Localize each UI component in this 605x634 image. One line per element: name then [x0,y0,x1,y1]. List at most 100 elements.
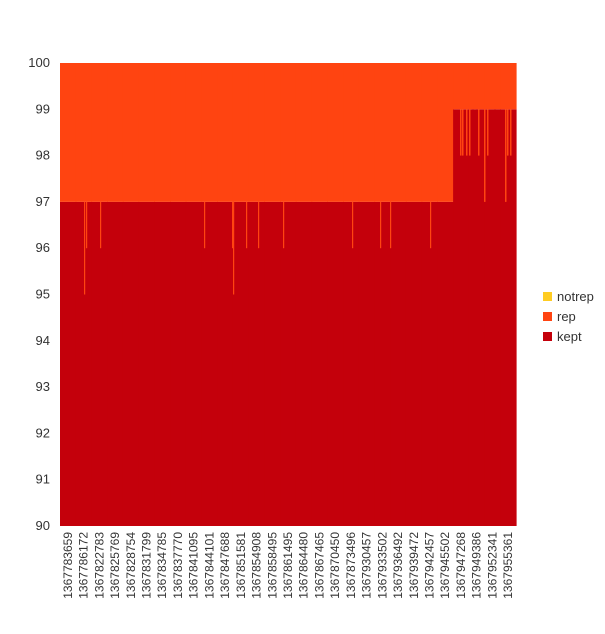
kept-area-9 [201,201,218,526]
x-tick-label: 1367858495 [265,532,279,599]
upper-dip-7 [487,109,489,156]
kept-area-10 [217,201,234,526]
x-tick-label: 1367949386 [470,532,484,599]
rep-area-14 [280,63,297,202]
x-tick-label: 1367933502 [375,532,389,599]
x-tick-label: 1367945502 [438,532,452,599]
legend-swatch-notrep [543,292,552,301]
dip-3 [204,201,206,249]
dip-12 [430,201,432,249]
kept-area-0 [60,201,77,526]
x-tick-label: 1367822783 [92,532,106,599]
rep-area-26 [468,63,486,110]
x-tick-label: 1367873496 [344,532,358,599]
dip-9 [352,201,354,249]
legend-label-rep: rep [557,309,576,324]
rep-area-18 [343,63,360,202]
x-tick-label: 1367861495 [281,532,295,599]
kept-area-4 [122,201,140,526]
rep-area-13 [264,63,281,202]
rep-area-7 [170,63,187,202]
dip-7 [258,201,260,249]
y-tick-label: 97 [36,194,50,209]
kept-area-1 [75,201,93,526]
rep-area-6 [154,63,171,202]
x-tick-label: 1367864480 [297,532,311,599]
x-tick-label: 1367837770 [171,532,185,599]
rep-area-5 [138,63,155,202]
dip-0 [84,201,86,295]
kept-area-7 [170,201,187,526]
dip-11 [390,201,392,249]
rep-area-8 [185,63,203,202]
x-tick-label: 1367952341 [485,532,499,599]
x-tick-label: 1367828754 [124,532,138,599]
kept-area-21 [390,201,407,526]
x-tick-label: 1367847688 [218,532,232,599]
x-tick-label: 1367955361 [501,532,515,599]
rep-area-9 [201,63,218,202]
kept-area-13 [264,201,281,526]
kept-area-19 [358,201,376,526]
x-tick-label: 1367825769 [108,532,122,599]
x-tick-label: 1367867465 [312,532,326,599]
kept-area-26 [468,109,486,527]
x-tick-label: 1367841095 [187,532,201,599]
upper-dip-10 [510,109,512,156]
legend-swatch-rep [543,312,552,321]
rep-area-24 [437,63,454,202]
kept-area-17 [327,201,344,526]
kept-area-14 [280,201,297,526]
x-axis-ticks: 1367783659 1367786172 1367822783 1367825769… [61,532,515,599]
x-tick-label: 1367942457 [423,532,437,599]
upper-dip-3 [469,109,471,156]
rep-area-16 [311,63,328,202]
kept-area-25 [453,109,470,527]
upper-dip-4 [478,109,480,156]
rep-area-20 [374,63,391,202]
kept-area-27 [484,109,501,527]
upper-dip-6 [484,109,486,202]
rep-area-10 [217,63,234,202]
kept-area-16 [311,201,328,526]
x-tick-label: 1367783659 [61,532,75,599]
rep-area-3 [107,63,124,202]
rep-area-15 [295,63,313,202]
kept-area-24 [437,201,454,526]
kept-area-11 [232,201,250,526]
dip-2 [100,201,102,249]
kept-area-2 [91,201,108,526]
kept-area-28 [500,109,517,527]
x-tick-label: 1367936492 [391,532,405,599]
rep-area-0 [60,63,77,202]
x-tick-label: 1367834785 [155,532,169,599]
legend: notrep rep kept [543,289,594,344]
upper-dip-8 [505,109,507,202]
upper-dip-9 [507,109,509,156]
upper-dip-2 [466,109,468,156]
legend-label-notrep: notrep [557,289,594,304]
dip-4 [232,201,234,249]
rep-area-27 [484,63,501,110]
upper-dip-0 [460,109,462,156]
kept-dips [84,109,512,295]
y-tick-label: 94 [36,333,50,348]
y-tick-label: 95 [36,287,50,302]
rep-area-25 [453,63,470,110]
x-tick-label: 1367831799 [139,532,153,599]
kept-area-6 [154,201,171,526]
kept-area-23 [421,201,438,526]
legend-label-kept: kept [557,329,582,344]
kept-area-20 [374,201,391,526]
rep-area-4 [122,63,140,202]
kept-area-12 [248,201,266,526]
kept-area-22 [405,201,423,526]
legend-swatch-kept [543,332,552,341]
rep-area-12 [248,63,266,202]
rep-area-22 [405,63,423,202]
rep-area-11 [232,63,250,202]
x-tick-label: 1367844101 [202,532,216,599]
dip-6 [246,201,248,249]
dip-1 [86,201,88,249]
kept-area-8 [185,201,203,526]
